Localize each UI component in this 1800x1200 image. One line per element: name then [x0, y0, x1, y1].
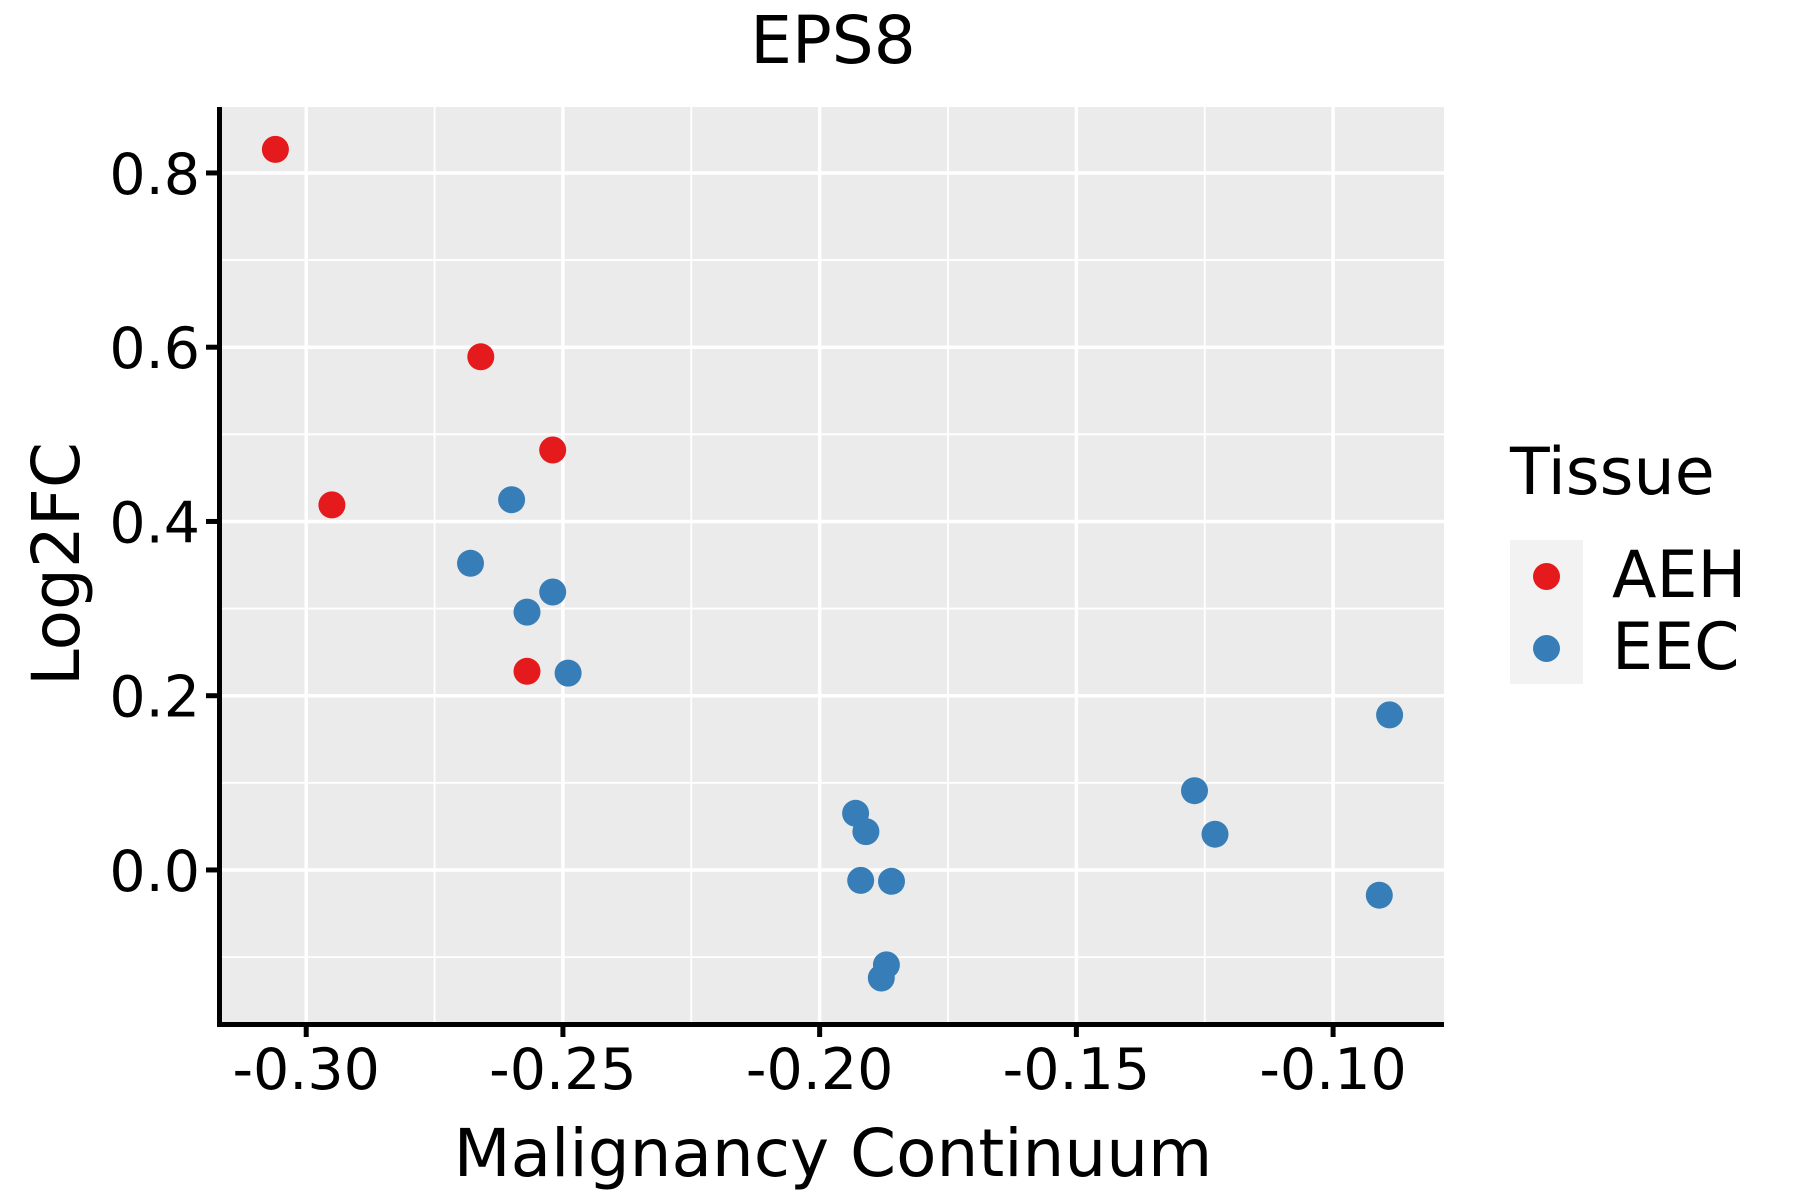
- legend-entry-eec: EEC: [1510, 612, 1746, 684]
- legend-title: Tissue: [1510, 435, 1715, 510]
- data-point-eec: [852, 818, 880, 846]
- legend-dot-aeh-icon: [1533, 562, 1560, 590]
- x-axis-title: Malignancy Continuum: [453, 1115, 1213, 1192]
- data-point-eec: [554, 659, 582, 687]
- y-tick-label: 0.2: [109, 665, 200, 731]
- y-tick-label: 0.4: [109, 490, 200, 556]
- x-tick-label: -0.25: [489, 1037, 636, 1103]
- data-point-aeh: [318, 491, 346, 519]
- data-point-eec: [1376, 701, 1404, 729]
- plot-panel: [222, 107, 1444, 1022]
- data-point-aeh: [513, 657, 541, 685]
- data-point-eec: [498, 486, 526, 514]
- legend-label-aeh: AEH: [1612, 538, 1747, 613]
- x-tick-label: -0.10: [1259, 1037, 1406, 1103]
- legend-dot-eec-icon: [1533, 634, 1560, 662]
- data-point-eec: [867, 964, 895, 992]
- data-point-eec: [1181, 777, 1208, 805]
- data-point-eec: [878, 867, 905, 895]
- data-point-eec: [1201, 820, 1229, 848]
- data-point-aeh: [539, 436, 567, 464]
- data-point-aeh: [261, 135, 289, 163]
- y-tick-label: 0.0: [109, 839, 200, 905]
- data-point-eec: [457, 549, 484, 577]
- legend-key-eec: [1510, 612, 1583, 684]
- legend-key-aeh: [1510, 540, 1583, 612]
- y-axis-title: Log2FC: [18, 442, 95, 686]
- plot-title: EPS8: [750, 2, 916, 79]
- data-point-eec: [1365, 881, 1393, 909]
- x-tick-label: -0.20: [746, 1037, 893, 1103]
- data-point-aeh: [467, 343, 495, 371]
- x-tick-label: -0.30: [232, 1037, 379, 1103]
- data-point-eec: [539, 578, 567, 606]
- legend: Tissue AEH EEC: [1510, 438, 1746, 684]
- y-tick-label: 0.6: [109, 316, 200, 382]
- y-tick-label: 0.8: [109, 142, 200, 208]
- legend-label-eec: EEC: [1612, 610, 1740, 685]
- data-point-eec: [513, 598, 541, 626]
- data-point-eec: [847, 866, 875, 894]
- legend-entry-aeh: AEH: [1510, 540, 1746, 612]
- x-tick-label: -0.15: [1003, 1037, 1150, 1103]
